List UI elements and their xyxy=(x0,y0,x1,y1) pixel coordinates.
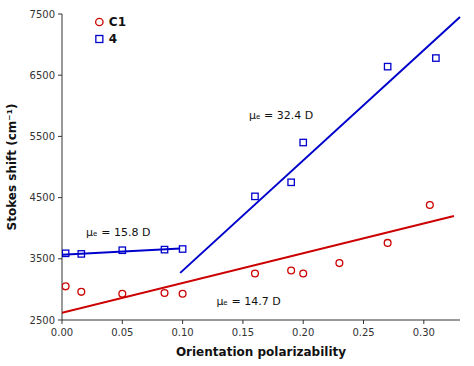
data-point xyxy=(288,267,295,274)
data-point xyxy=(119,290,126,297)
data-point xyxy=(179,246,185,252)
x-tick-label: 0.30 xyxy=(413,327,435,338)
x-tick-label: 0.00 xyxy=(51,327,73,338)
data-point xyxy=(161,246,167,252)
x-tick xyxy=(62,320,63,324)
x-tick-label: 0.25 xyxy=(352,327,374,338)
chart: 0.00 0.05 0.10 0.15 0.20 0.25 0.30 2500 3500 4500… xyxy=(0,0,474,366)
data-point xyxy=(384,63,390,69)
x-tick xyxy=(182,320,183,324)
y-tick xyxy=(58,14,62,15)
y-tick-label: 2500 xyxy=(30,315,55,326)
y-tick-label: 4500 xyxy=(30,192,55,203)
data-point xyxy=(384,239,391,246)
axes: 0.00 0.05 0.10 0.15 0.20 0.25 0.30 2500 3500 4500… xyxy=(30,9,460,339)
data-point xyxy=(161,290,168,297)
annotation: μₑ = 32.4 D xyxy=(249,109,313,122)
data-point xyxy=(78,288,85,295)
y-axis-label: Stokes shift (cm⁻¹) xyxy=(5,104,19,231)
data-point xyxy=(252,193,258,199)
y-tick xyxy=(58,136,62,137)
x-tick xyxy=(122,320,123,324)
data-point xyxy=(288,179,294,185)
y-tick-label: 3500 xyxy=(30,253,55,264)
fit-line xyxy=(180,17,460,273)
data-point xyxy=(62,283,69,290)
legend-marker xyxy=(96,18,103,25)
legend-marker xyxy=(96,36,103,43)
x-tick xyxy=(363,320,364,324)
data-point xyxy=(336,260,343,267)
data-point xyxy=(78,251,84,257)
x-tick-label: 0.05 xyxy=(111,327,133,338)
fit-line xyxy=(62,216,454,313)
data-point xyxy=(300,270,307,277)
legend: C14 xyxy=(96,15,126,46)
data-point xyxy=(426,202,433,209)
annotation: μₑ = 15.8 D xyxy=(86,226,150,239)
x-tick-label: 0.15 xyxy=(232,327,254,338)
data-point xyxy=(119,247,125,253)
y-tick xyxy=(58,320,62,321)
data-point xyxy=(300,139,306,145)
annotation: μₑ = 14.7 D xyxy=(216,295,280,308)
y-tick-label: 7500 xyxy=(30,9,55,20)
y-tick-label: 6500 xyxy=(30,70,55,81)
data-point xyxy=(252,270,259,277)
data-point xyxy=(179,290,186,297)
data-point xyxy=(433,55,439,61)
x-axis-line xyxy=(62,320,460,321)
data-point xyxy=(62,250,68,256)
legend-label: 4 xyxy=(109,32,117,46)
y-axis-line xyxy=(62,14,63,320)
y-tick xyxy=(58,75,62,76)
x-tick xyxy=(303,320,304,324)
legend-label: C1 xyxy=(109,15,126,29)
x-tick-label: 0.10 xyxy=(171,327,193,338)
x-axis-label: Orientation polarizability xyxy=(176,345,346,359)
x-tick xyxy=(423,320,424,324)
x-tick-label: 0.20 xyxy=(292,327,314,338)
y-tick-label: 5500 xyxy=(30,131,55,142)
x-tick xyxy=(242,320,243,324)
y-tick xyxy=(58,197,62,198)
plot-area xyxy=(62,17,460,313)
y-tick xyxy=(58,258,62,259)
